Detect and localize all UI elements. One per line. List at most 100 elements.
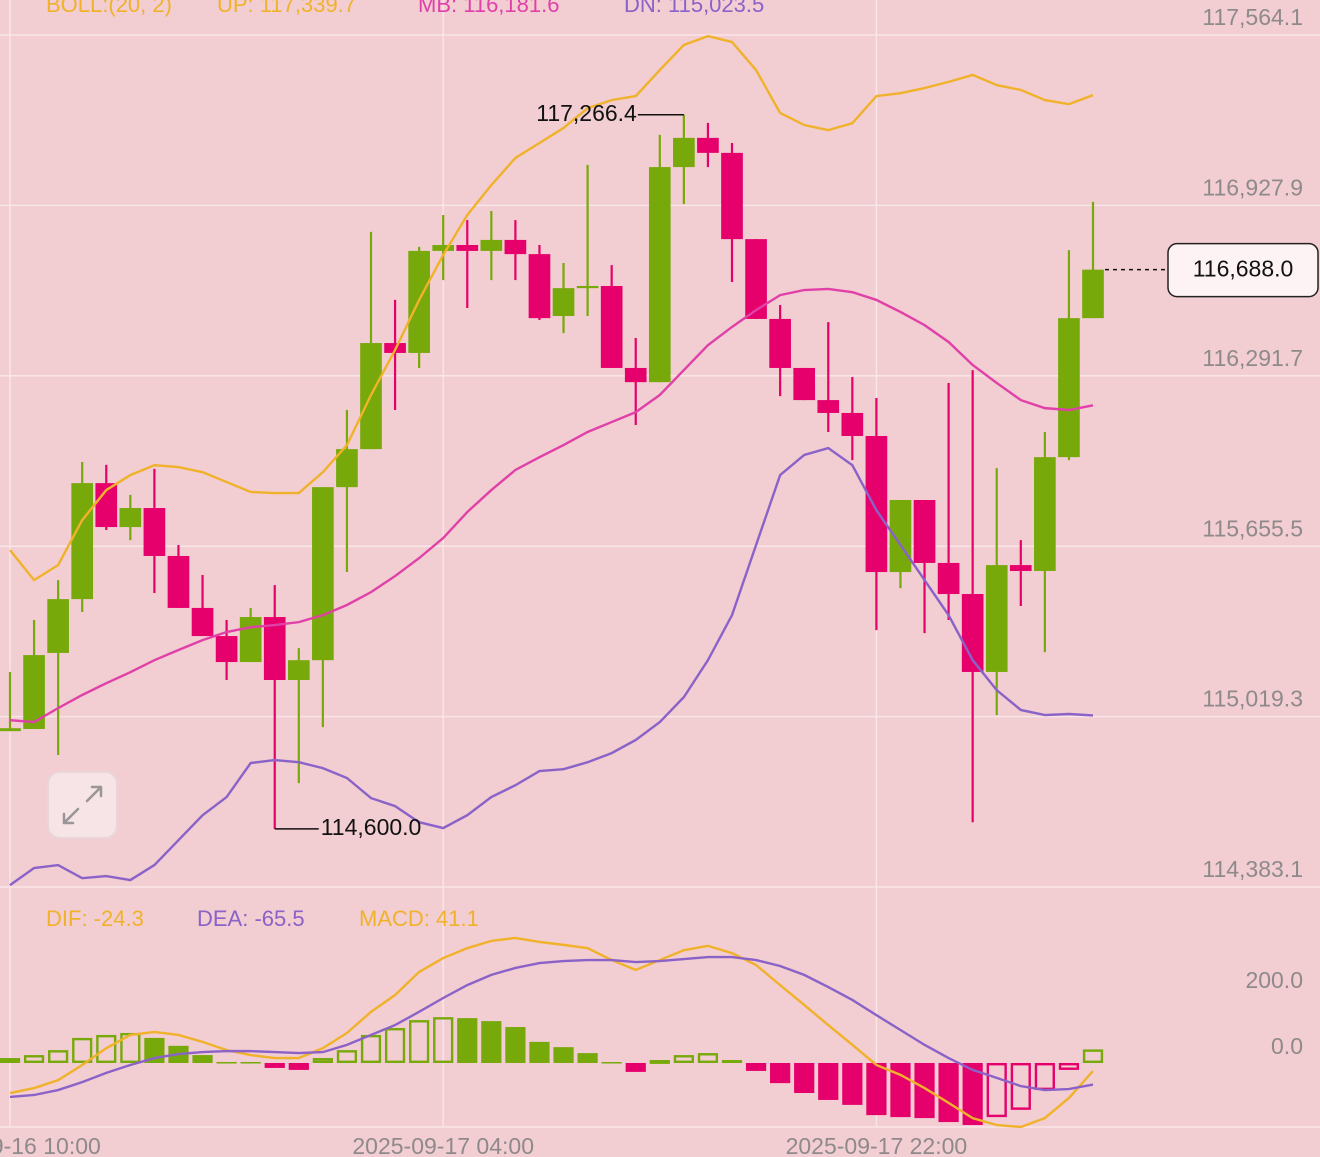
candle-body [287, 660, 310, 680]
candle-body [600, 285, 623, 368]
candle-body [480, 239, 503, 251]
macd-line [9, 936, 1094, 1129]
x-tick-label: 2025-09-17 22:00 [786, 1133, 968, 1157]
candle-body [0, 728, 21, 732]
candle-body [528, 254, 551, 319]
macd-bar [216, 1062, 237, 1064]
candle-body [841, 412, 864, 436]
candle-body [721, 152, 743, 240]
macd-bar [962, 1062, 983, 1126]
y-tick-label: 200.0 [1245, 967, 1303, 993]
legend-entry: DN: 115,023.5 [624, 0, 764, 17]
macd-bar [625, 1062, 646, 1072]
candle-body [312, 487, 334, 661]
y-tick-label: 0.0 [1271, 1033, 1303, 1059]
macd-bar [384, 1028, 406, 1063]
candle-body [817, 400, 840, 413]
macd-bar [914, 1062, 935, 1119]
macd-bar [794, 1062, 815, 1094]
macd-bar [577, 1053, 598, 1063]
boll-line [9, 34, 1094, 582]
candle-body [913, 499, 936, 563]
macd-bar [842, 1062, 863, 1105]
macd-bar [457, 1018, 478, 1063]
candle-body [504, 239, 527, 255]
macd-bar [288, 1062, 309, 1070]
candle-body [793, 367, 816, 401]
candle-body [648, 167, 671, 383]
macd-line [9, 955, 1094, 1099]
macd-bar [505, 1027, 526, 1063]
macd-bar [986, 1062, 1007, 1118]
last-price-label: 116,688.0 [1193, 256, 1294, 282]
macd-bar [1058, 1062, 1080, 1070]
macd-bar [866, 1062, 887, 1116]
boll-line [9, 446, 1094, 887]
high-label: 117,266.4 [536, 100, 637, 126]
candle-body [673, 137, 695, 168]
candle-body [456, 245, 479, 251]
x-tick-label: 2025-09-17 04:00 [352, 1133, 534, 1157]
macd-bar [481, 1021, 502, 1063]
candle-body [215, 636, 238, 663]
candle-body [745, 239, 767, 319]
macd-bar [697, 1053, 719, 1063]
candle-body [167, 555, 190, 608]
candle-body [239, 617, 262, 663]
candle-body [937, 562, 960, 595]
y-tick-label: 115,655.5 [1202, 515, 1303, 541]
macd-bar [649, 1060, 670, 1064]
y-tick-label: 116,291.7 [1202, 345, 1303, 371]
candle-body [769, 318, 791, 368]
candle-body [432, 245, 455, 251]
macd-bar [601, 1062, 622, 1064]
macd-bar [818, 1062, 839, 1100]
candle-body [985, 565, 1008, 672]
candle-body [95, 483, 118, 528]
boll-line [9, 287, 1094, 724]
y-tick-label: 114,383.1 [1202, 856, 1303, 882]
macd-bar [0, 1058, 21, 1063]
candle-body [1009, 565, 1032, 571]
legend-entry: MB: 116,181.6 [418, 0, 559, 17]
y-tick-label: 116,927.9 [1202, 174, 1303, 200]
candle-body [697, 137, 719, 153]
candle-body [552, 288, 575, 316]
macd-bar [938, 1062, 959, 1123]
candle-body [47, 599, 69, 653]
macd-bar [409, 1020, 430, 1063]
macd-bar [240, 1062, 261, 1064]
y-tick-label: 117,564.1 [1202, 4, 1303, 30]
legend-entry: DIF: -24.3 [46, 906, 144, 931]
expand-button[interactable] [47, 771, 118, 839]
low-label: 114,600.0 [321, 814, 422, 840]
legend-entry: MACD: 41.1 [359, 906, 479, 931]
legend-entry: UP: 117,339.7 [217, 0, 356, 17]
macd-bar [48, 1050, 69, 1063]
legend-indicator: BOLL:(20, 2) [46, 0, 172, 17]
last-price-box [1167, 242, 1319, 298]
macd-bar [770, 1062, 791, 1084]
macd-bar [96, 1034, 117, 1063]
expand-icon[interactable] [62, 785, 103, 825]
macd-bar [721, 1060, 743, 1063]
candle-body [191, 607, 214, 637]
candle-body [1082, 269, 1104, 319]
expand-button-bg[interactable] [47, 771, 118, 839]
macd-bar [553, 1047, 574, 1063]
macd-bar [433, 1017, 454, 1063]
macd-bar [529, 1041, 550, 1063]
candle-body [576, 285, 599, 289]
macd-bar [745, 1062, 767, 1071]
candle-body [865, 435, 888, 573]
macd-bar [264, 1062, 285, 1068]
macd-bar [312, 1058, 333, 1063]
candle-body [624, 367, 647, 383]
candle-body [119, 508, 142, 528]
macd-bar [72, 1037, 93, 1063]
macd-bar [192, 1055, 213, 1063]
candle-body [263, 617, 286, 680]
candle-body [23, 655, 45, 730]
candle-body [1058, 318, 1080, 458]
